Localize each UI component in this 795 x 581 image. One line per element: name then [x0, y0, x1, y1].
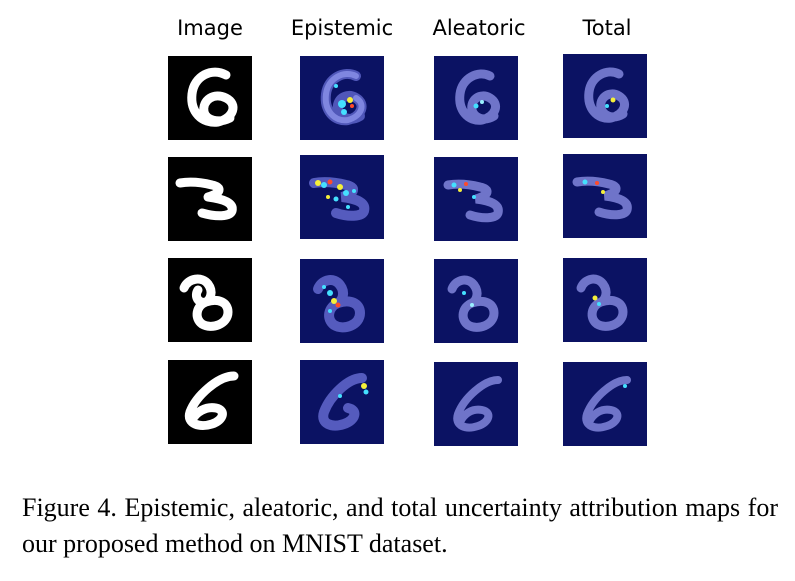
row4-aleatoric-map	[434, 362, 518, 446]
row2-epistemic-tile	[300, 155, 384, 239]
row3-epistemic-tile	[300, 259, 384, 343]
row3-digit-eight-image	[168, 258, 252, 342]
row3-image-tile	[168, 258, 252, 342]
row1-digit-six-image	[168, 56, 252, 140]
row3-epistemic-map	[300, 259, 384, 343]
row4-epistemic-map	[300, 360, 384, 444]
row4-total-map	[563, 362, 647, 446]
row4-aleatoric-tile	[434, 362, 518, 446]
row2-aleatoric-tile	[434, 157, 518, 241]
row1-image-tile	[168, 56, 252, 140]
row2-image-tile	[168, 157, 252, 241]
row1-aleatoric-tile	[434, 56, 518, 140]
row2-epistemic-map	[300, 155, 384, 239]
row1-epistemic-tile	[300, 56, 384, 140]
column-header-epistemic: Epistemic	[290, 16, 394, 40]
row2-digit-three-image	[168, 157, 252, 241]
row2-total-tile	[563, 154, 647, 238]
row3-aleatoric-tile	[434, 259, 518, 343]
column-header-aleatoric: Aleatoric	[432, 16, 526, 40]
row1-epistemic-map	[300, 56, 384, 140]
figure-caption: Figure 4. Epistemic, aleatoric, and tota…	[22, 493, 778, 558]
row4-total-tile	[563, 362, 647, 446]
row2-total-map	[563, 154, 647, 238]
attribution-figure: Image Epistemic Aleatoric Total	[168, 16, 647, 446]
row1-total-tile	[563, 54, 647, 138]
row4-image-tile	[168, 360, 252, 444]
row3-total-tile	[563, 258, 647, 342]
row4-digit-six-image	[168, 360, 252, 444]
column-header-total: Total	[582, 16, 632, 40]
row3-aleatoric-map	[434, 259, 518, 343]
row3-total-map	[563, 258, 647, 342]
row1-aleatoric-map	[434, 56, 518, 140]
column-header-image: Image	[177, 16, 243, 40]
row2-aleatoric-map	[434, 157, 518, 241]
row1-total-map	[563, 54, 647, 138]
row4-epistemic-tile	[300, 360, 384, 444]
